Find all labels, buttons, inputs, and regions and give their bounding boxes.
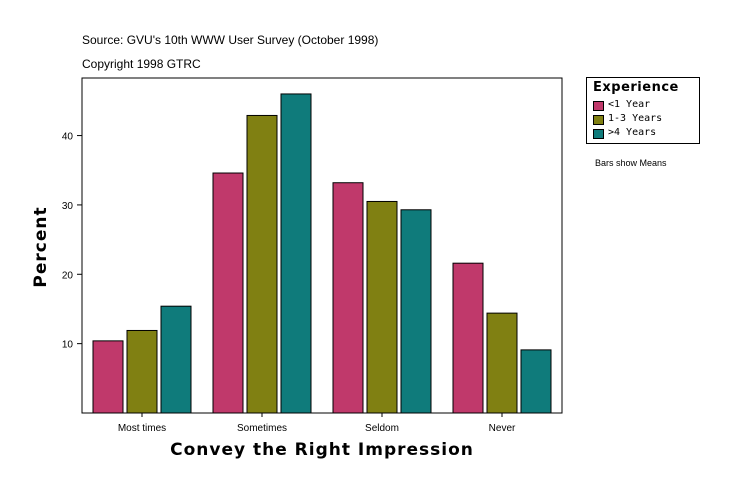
bar (126, 329, 158, 414)
legend-swatch (593, 129, 604, 139)
y-tick-label: 30 (62, 201, 74, 212)
bar (246, 114, 278, 414)
bar (160, 305, 192, 414)
source-caption: Source: GVU's 10th WWW User Survey (Octo… (82, 33, 379, 47)
bar (400, 209, 432, 414)
legend-swatch (593, 115, 604, 125)
bar (212, 172, 244, 414)
bar (520, 349, 552, 414)
x-tick-label: Seldom (365, 423, 399, 434)
y-tick-label: 20 (62, 270, 74, 281)
y-tick-label: 40 (62, 132, 74, 143)
legend-label: >4 Years (608, 127, 657, 138)
legend-title: Experience (593, 80, 679, 95)
bar (280, 93, 312, 414)
bar (332, 182, 364, 414)
bar (92, 340, 124, 414)
bar (452, 262, 484, 414)
y-tick-label: 10 (62, 340, 74, 351)
legend-swatch (593, 101, 604, 111)
x-axis-label: Convey the Right Impression (170, 440, 474, 460)
legend-label: <1 Year (608, 99, 651, 110)
x-tick-label: Sometimes (237, 423, 287, 434)
legend: Experience <1 Year 1-3 Years >4 Years (586, 77, 700, 144)
x-tick-label: Most times (118, 423, 166, 434)
chart-note: Bars show Means (595, 158, 667, 168)
legend-label: 1-3 Years (608, 113, 663, 124)
copyright-caption: Copyright 1998 GTRC (82, 57, 201, 71)
bar (366, 200, 398, 414)
y-axis-label: Percent (31, 206, 51, 288)
bar (486, 312, 518, 414)
x-tick-label: Never (489, 423, 516, 434)
